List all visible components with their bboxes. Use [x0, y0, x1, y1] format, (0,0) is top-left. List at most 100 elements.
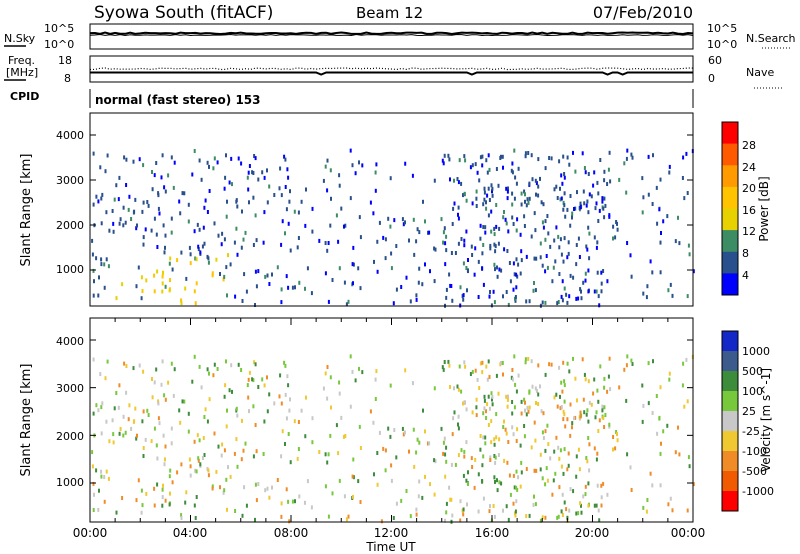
velocity-point	[485, 409, 487, 414]
power-point	[482, 225, 485, 229]
velocity-point	[409, 514, 412, 519]
power-point	[318, 238, 321, 243]
power-point	[584, 278, 587, 283]
velocity-point	[343, 494, 346, 499]
velocity-point	[144, 437, 147, 442]
power-point	[535, 181, 538, 186]
power-point	[450, 284, 453, 288]
power-point	[207, 260, 210, 265]
power-point	[567, 251, 570, 256]
velocity-point	[164, 498, 167, 503]
velocity-point	[563, 379, 566, 384]
velocity-point	[560, 405, 563, 410]
velocity-point	[579, 501, 582, 506]
velocity-point	[563, 447, 566, 452]
power-point	[528, 196, 531, 201]
velocity-point	[163, 462, 166, 467]
power-point	[495, 224, 498, 229]
velocity-point	[97, 507, 100, 512]
velocity-point	[520, 399, 523, 404]
velocity-point	[331, 491, 334, 496]
power-point	[184, 286, 187, 291]
station-title: Syowa South (fitACF)	[94, 3, 273, 23]
velocity-point	[616, 438, 619, 443]
power-point	[198, 227, 201, 232]
velocity-point	[569, 433, 572, 438]
power-point	[560, 294, 563, 299]
velocity-point	[559, 394, 561, 399]
power-point	[567, 240, 570, 245]
power-point	[454, 251, 457, 255]
velocity-point	[686, 399, 689, 404]
power-point	[240, 161, 243, 166]
velocity-point	[515, 499, 518, 504]
power-point	[453, 201, 456, 206]
velocity-point	[602, 481, 605, 486]
power-point	[401, 217, 404, 222]
velocity-point	[457, 422, 459, 427]
power-point	[254, 156, 257, 161]
velocity-point	[283, 360, 286, 365]
power-point	[448, 157, 451, 162]
power-point	[463, 243, 466, 248]
power-point	[128, 194, 131, 199]
velocity-point	[606, 492, 609, 497]
power-point	[668, 170, 671, 175]
power-point	[373, 259, 375, 264]
power-point	[544, 300, 547, 305]
velocity-point	[513, 354, 516, 359]
power-point	[597, 219, 600, 223]
power-point	[226, 293, 228, 298]
power-point	[592, 183, 595, 188]
power-point	[497, 241, 500, 246]
power-point	[535, 192, 537, 197]
velocity-point	[553, 449, 556, 454]
velocity-point	[574, 415, 577, 420]
power-point	[280, 300, 283, 305]
noise-right-tick-bottom: 10^0	[707, 38, 737, 51]
velocity-point	[193, 439, 196, 444]
power-point	[451, 298, 454, 303]
power-point	[515, 257, 518, 262]
power-tick-4: 4	[742, 269, 749, 282]
velocity-point	[504, 427, 507, 432]
power-point	[505, 221, 508, 226]
velocity-point	[688, 464, 691, 469]
velocity-point	[512, 501, 515, 506]
velocity-point	[240, 368, 243, 372]
velocity-point	[280, 454, 283, 459]
power-point	[482, 202, 485, 207]
velocity-point	[660, 441, 662, 446]
velocity-point	[223, 394, 226, 399]
power-point	[428, 230, 431, 235]
xtick-0400: 04:00	[173, 526, 208, 540]
power-colorbar-swatch	[722, 251, 738, 274]
velocity-point	[625, 363, 628, 368]
velocity-point	[151, 377, 153, 381]
power-point	[674, 239, 677, 244]
power-point	[647, 154, 650, 159]
velocity-point	[135, 498, 138, 503]
velocity-point	[170, 426, 173, 431]
velocity-point	[92, 508, 95, 512]
freq-label-2: [MHz]	[6, 66, 38, 79]
power-point	[311, 229, 314, 234]
velocity-point	[457, 414, 460, 419]
power-point	[608, 213, 611, 218]
velocity-point	[442, 367, 445, 372]
power-point	[91, 252, 94, 257]
power-point	[181, 191, 184, 196]
power-point	[511, 202, 514, 207]
velocity-point	[583, 372, 586, 377]
velocity-point	[582, 397, 585, 402]
power-point	[593, 289, 596, 294]
velocity-point	[626, 452, 629, 457]
velocity-point	[451, 513, 454, 518]
power-point	[515, 228, 518, 233]
velocity-point	[153, 426, 156, 431]
power-point	[247, 170, 250, 175]
velocity-point	[263, 383, 266, 388]
velocity-point	[576, 398, 578, 403]
power-colorbar	[722, 122, 738, 296]
velocity-point	[682, 361, 685, 366]
